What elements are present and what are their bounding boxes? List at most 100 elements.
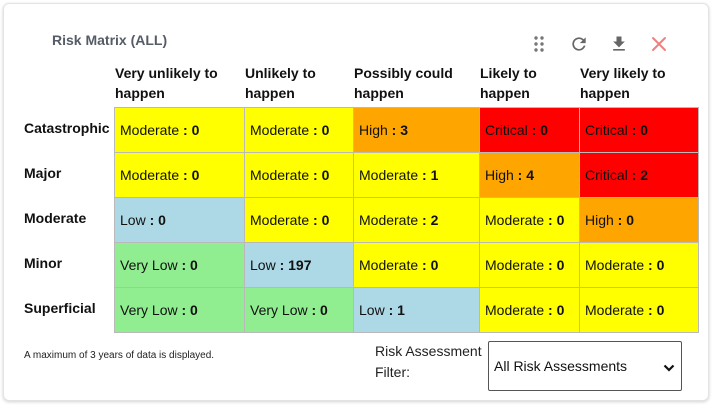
matrix-cell[interactable]: Low : 197 [244,242,354,288]
row-header: Major [24,165,62,181]
matrix-cell[interactable]: High : 4 [479,152,580,198]
column-header: Very likely to happen [580,63,666,103]
cell-level: Moderate [585,257,645,273]
cell-level: Critical [585,167,628,183]
column-header-line1: Likely to [480,65,537,81]
cell-level: Moderate [359,257,419,273]
matrix-cell[interactable]: Very Low : 0 [114,287,245,333]
download-icon[interactable] [607,32,631,56]
matrix-cell[interactable]: Moderate : 0 [479,287,580,333]
cell-count: 2 [640,167,649,183]
filter-label: Risk Assessment Filter: [375,341,490,383]
close-icon[interactable] [647,32,671,56]
cell-separator: : [627,122,641,138]
row-header: Minor [24,255,63,271]
matrix-cell[interactable]: Critical : 0 [479,107,580,153]
matrix-cell[interactable]: Moderate : 0 [479,242,580,288]
cell-count: 1 [397,302,405,318]
cell-count: 0 [656,257,665,273]
matrix-cell[interactable]: Moderate : 0 [244,107,354,153]
cell-separator: : [513,167,527,183]
cell-level: Moderate [485,212,545,228]
cell-level: Low [359,302,385,318]
cell-count: 4 [526,167,535,183]
cell-separator: : [544,212,557,228]
cell-level: Moderate [120,122,180,138]
matrix-cell[interactable]: High : 0 [579,197,699,243]
matrix-cell[interactable]: Moderate : 0 [353,242,480,288]
cell-level: Critical [585,122,628,138]
column-header: Possibly could happen [354,63,453,103]
column-header-line2: happen [115,85,165,101]
cell-count: 0 [656,302,665,318]
matrix-cell[interactable]: Critical : 0 [579,107,699,153]
matrix-cell[interactable]: Moderate : 0 [579,242,699,288]
matrix-cell[interactable]: Low : 0 [114,197,245,243]
cell-level: Moderate [485,257,545,273]
filter-selected-value: All Risk Assessments [494,358,628,374]
matrix-cell[interactable]: Moderate : 0 [244,197,354,243]
drag-handle-icon[interactable] [527,32,551,56]
cell-separator: : [307,302,321,318]
cell-separator: : [644,257,657,273]
cell-level: Very Low [120,302,178,318]
matrix-cell[interactable]: Very Low : 0 [244,287,354,333]
cell-count: 197 [288,257,312,273]
cell-separator: : [179,122,192,138]
refresh-icon[interactable] [567,32,591,56]
matrix-cell[interactable]: Moderate : 0 [479,197,580,243]
cell-separator: : [179,167,192,183]
matrix-cell[interactable]: Moderate : 0 [244,152,354,198]
row-header: Moderate [24,210,87,226]
cell-count: 0 [556,302,565,318]
cell-separator: : [177,302,191,318]
cell-level: Moderate [585,302,645,318]
matrix-cell[interactable]: Very Low : 0 [114,242,245,288]
cell-count: 0 [191,167,200,183]
cell-count: 0 [321,167,330,183]
cell-count: 0 [556,212,565,228]
cell-count: 0 [640,122,649,138]
footnote: A maximum of 3 years of data is displaye… [24,350,215,361]
matrix-cell[interactable]: Moderate : 0 [114,107,245,153]
cell-count: 3 [400,122,409,138]
filter-label-line2: Filter: [375,364,410,380]
cell-level: Moderate [250,122,310,138]
cell-separator: : [544,257,557,273]
cell-level: High [485,167,514,183]
cell-count: 0 [190,302,198,318]
cell-level: Low [120,212,146,228]
widget-title: Risk Matrix (ALL) [52,32,168,48]
cell-count: 0 [321,122,330,138]
matrix-cell[interactable]: Moderate : 2 [353,197,480,243]
column-header-line1: Unlikely to [245,65,316,81]
column-header: Very unlikely to happen [115,63,218,103]
cell-count: 0 [321,212,330,228]
cell-level: Very Low [250,302,308,318]
cell-level: Moderate [250,212,310,228]
cell-separator: : [309,212,322,228]
cell-level: Low [250,257,276,273]
cell-level: Critical [485,122,528,138]
cell-level: Moderate [250,167,310,183]
cell-separator: : [384,302,398,318]
risk-assessment-filter-select[interactable]: All Risk Assessments [488,341,682,391]
cell-separator: : [613,212,627,228]
matrix-cell[interactable]: Moderate : 0 [114,152,245,198]
chevron-down-icon [663,360,675,376]
matrix-cell[interactable]: Critical : 2 [579,152,699,198]
column-header-line2: happen [480,85,530,101]
cell-count: 2 [430,212,439,228]
column-header-line2: happen [245,85,295,101]
cell-separator: : [627,167,641,183]
cell-separator: : [544,302,557,318]
matrix-cell[interactable]: Moderate : 0 [579,287,699,333]
cell-level: Moderate [359,212,419,228]
cell-count: 0 [191,122,200,138]
cell-separator: : [644,302,657,318]
matrix-cell[interactable]: High : 3 [353,107,480,153]
cell-separator: : [145,212,159,228]
matrix-cell[interactable]: Low : 1 [353,287,480,333]
matrix-cell[interactable]: Moderate : 1 [353,152,480,198]
cell-separator: : [275,257,289,273]
